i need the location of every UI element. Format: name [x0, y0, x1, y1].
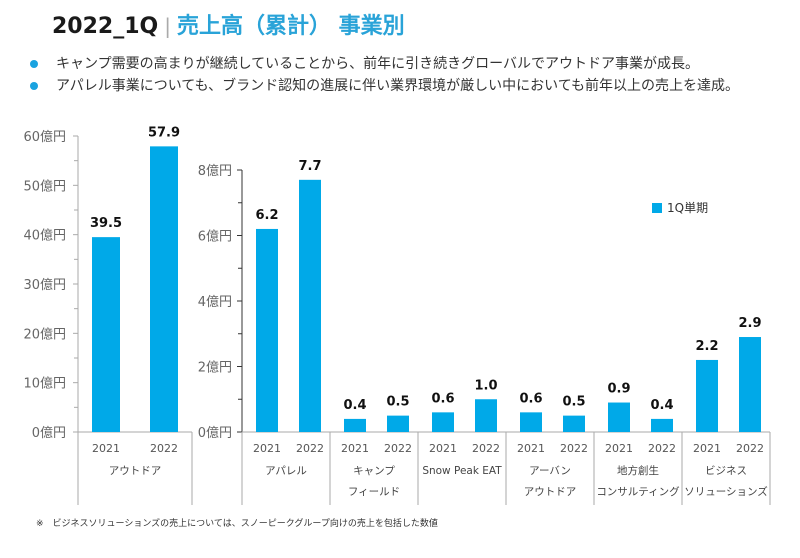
y-tick-label: 30億円: [23, 277, 66, 293]
x-category-label: 2022: [648, 442, 676, 455]
bar: [256, 228, 278, 432]
group-label: 地方創生: [617, 464, 659, 477]
y-tick-label: 2億円: [198, 360, 232, 376]
x-category-label: 2021: [429, 442, 457, 455]
y-tick-label: 20億円: [23, 326, 66, 342]
bar-value-label: 0.5: [386, 395, 409, 410]
bar: [344, 418, 366, 432]
bar-value-label: 0.4: [650, 398, 673, 413]
bar: [651, 418, 673, 432]
slide-title: 2022_1Q | 売上高（累計） 事業別: [52, 8, 405, 40]
bar: [696, 359, 718, 432]
y-tick-label: 0億円: [32, 425, 66, 441]
bar: [150, 146, 178, 433]
group-label: フィールド: [348, 486, 400, 498]
bar-value-label: 0.5: [562, 395, 585, 410]
x-category-label: 2022: [472, 442, 500, 455]
group-label: コンサルティング: [596, 485, 680, 498]
x-category-label: 2022: [150, 442, 178, 455]
y-tick-label: 4億円: [198, 294, 232, 310]
chart-legend: 1Q単期: [652, 199, 708, 216]
bar: [608, 402, 630, 432]
y-tick-label: 8億円: [198, 163, 232, 179]
title-text: 売上高（累計） 事業別: [177, 14, 405, 39]
group-label: ソリューションズ: [684, 485, 768, 498]
x-category-label: 2021: [693, 442, 721, 455]
footnote: ※ ビジネスソリューションズの売上については、スノーピークグループ向けの売上を包…: [36, 519, 438, 529]
bar: [432, 412, 454, 432]
y-tick-label: 40億円: [23, 228, 66, 244]
bar-value-label: 2.9: [738, 316, 761, 331]
y-tick-label: 6億円: [198, 229, 232, 245]
title-separator: |: [164, 14, 171, 38]
bar: [299, 179, 321, 432]
bar-value-label: 7.7: [298, 159, 321, 174]
x-category-label: 2022: [560, 442, 588, 455]
bar: [520, 412, 542, 432]
bar-value-label: 2.2: [695, 339, 718, 354]
bar: [92, 237, 120, 432]
x-category-label: 2021: [253, 442, 281, 455]
group-label: Snow Peak EAT: [422, 465, 502, 477]
bullet-list: キャンプ需要の高まりが継続していることから、前年に引き続きグローバルでアウトドア…: [30, 54, 790, 98]
x-category-label: 2021: [605, 442, 633, 455]
bullet-dot-icon: [30, 60, 38, 68]
bullet-dot-icon: [30, 82, 38, 90]
x-category-label: 2022: [736, 442, 764, 455]
bullet-text: アパレル事業についても、ブランド認知の進展に伴い業界環境が厳しい中においても前年…: [56, 78, 740, 94]
bar-value-label: 0.9: [607, 382, 630, 397]
group-label: キャンプ: [353, 465, 395, 477]
group-label: ビジネス: [705, 465, 747, 477]
period-label: 2022_1Q: [52, 14, 159, 39]
bar-value-label: 1.0: [474, 378, 497, 393]
bar-value-label: 6.2: [255, 208, 278, 223]
y-tick-label: 0億円: [198, 425, 232, 441]
group-label: アウトドア: [109, 465, 162, 477]
legend-label: 1Q単期: [667, 201, 709, 215]
bar-value-label: 0.4: [343, 398, 366, 413]
bar: [563, 415, 585, 432]
bar: [387, 415, 409, 432]
x-category-label: 2021: [341, 442, 369, 455]
bar-value-label: 0.6: [431, 391, 454, 406]
x-category-label: 2022: [296, 442, 324, 455]
bar-value-label: 57.9: [148, 125, 180, 140]
bar-value-label: 0.6: [519, 391, 542, 406]
bar: [739, 337, 761, 432]
group-label: アウトドア: [524, 486, 577, 498]
group-label: アパレル: [265, 465, 307, 477]
x-category-label: 2021: [92, 442, 120, 455]
x-category-label: 2021: [517, 442, 545, 455]
bar: [475, 399, 497, 432]
y-tick-label: 60億円: [23, 129, 66, 145]
bullet-item: アパレル事業についても、ブランド認知の進展に伴い業界環境が厳しい中においても前年…: [30, 76, 790, 96]
y-tick-label: 10億円: [23, 376, 66, 392]
x-category-label: 2022: [384, 442, 412, 455]
bullet-item: キャンプ需要の高まりが継続していることから、前年に引き続きグローバルでアウトドア…: [30, 54, 790, 74]
y-tick-label: 50億円: [23, 178, 66, 194]
bar-value-label: 39.5: [90, 216, 122, 231]
legend-swatch-icon: [652, 202, 662, 213]
bullet-text: キャンプ需要の高まりが継続していることから、前年に引き続きグローバルでアウトドア…: [56, 56, 700, 72]
group-label: アーバン: [529, 465, 571, 477]
